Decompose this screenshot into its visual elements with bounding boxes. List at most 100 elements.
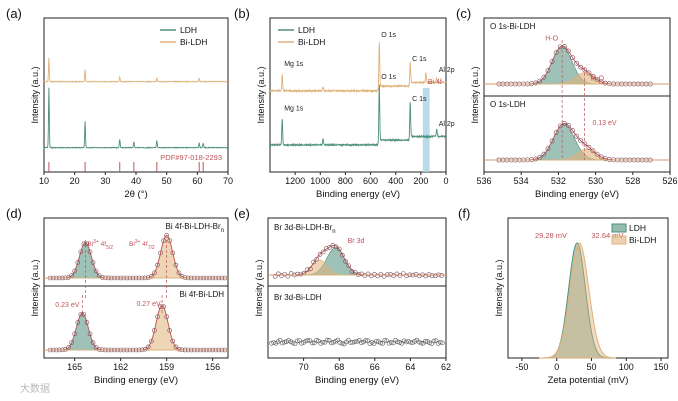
y-axis-label: Intensity (a.u.): [30, 66, 40, 123]
data-point: [176, 346, 182, 352]
peak-annotation: Mg 1s: [284, 105, 304, 112]
data-point: [167, 238, 173, 243]
data-point: [81, 311, 87, 317]
data-point: [352, 339, 358, 345]
data-point: [365, 338, 370, 343]
data-point: [294, 338, 300, 344]
data-point: [170, 250, 176, 256]
subpanel-title: Br 3d-Bi-LDH: [274, 293, 322, 302]
x-tick-label: 165: [67, 362, 82, 372]
data-point: [427, 340, 432, 346]
x-tick-label: 800: [338, 176, 353, 186]
data-point: [566, 123, 571, 128]
peak-annotation: O 1s: [381, 74, 396, 81]
data-point: [72, 268, 77, 274]
data-point: [336, 246, 342, 252]
data-point: [271, 340, 276, 345]
data-point: [561, 120, 567, 126]
data-point: [570, 128, 575, 133]
legend-label: LDH: [180, 25, 197, 35]
peak-annotation: Al 2p: [439, 67, 455, 74]
data-point: [438, 339, 443, 345]
x-tick-label: 62: [441, 362, 451, 372]
x-tick-label: 600: [363, 176, 378, 186]
legend-swatch: [611, 223, 627, 233]
component-label: Br 3d: [348, 238, 365, 245]
x-tick-label: 530: [588, 176, 603, 186]
data-point: [354, 339, 360, 344]
x-tick-label: 534: [514, 176, 529, 186]
data-point: [282, 271, 288, 277]
data-point: [324, 337, 330, 343]
x-tick-label: 68: [334, 362, 344, 372]
data-point: [586, 144, 592, 150]
data-point: [329, 340, 334, 346]
peak-label: Bi3+ 4f5/2: [87, 239, 113, 251]
data-point: [349, 269, 355, 274]
data-point: [574, 133, 580, 139]
data-point: [369, 340, 375, 345]
data-point: [537, 155, 543, 160]
data-point: [433, 273, 438, 279]
component-fill: [44, 242, 228, 279]
data-point: [308, 266, 313, 272]
peak-label-part: Bi: [87, 241, 93, 248]
x-tick-label: 60: [192, 176, 202, 186]
data-point: [553, 130, 559, 136]
subpanel-title: O 1s-LDH: [490, 100, 526, 109]
data-point: [594, 151, 600, 157]
data-point: [298, 271, 304, 277]
plot-frame: [267, 217, 447, 359]
legend-label: Bi-LDH: [298, 37, 325, 47]
data-point: [380, 341, 385, 346]
data-point: [155, 314, 160, 320]
data-point: [69, 340, 74, 345]
x-tick-label: 20: [70, 176, 80, 186]
data-point: [161, 304, 166, 309]
data-point: [99, 275, 105, 280]
data-point: [87, 249, 93, 255]
x-tick-label: 1200: [285, 176, 305, 186]
plot-frame: [269, 17, 447, 173]
data-point: [337, 340, 343, 345]
data-point: [75, 320, 81, 325]
data-point: [549, 59, 555, 65]
data-point: [598, 154, 604, 160]
bi-4f-highlight: [422, 88, 430, 172]
x-tick-label: 0: [554, 362, 559, 372]
data-point: [314, 338, 319, 343]
data-point: [158, 250, 163, 256]
data-point: [93, 268, 99, 274]
y-axis-label: Intensity (a.u.): [254, 259, 264, 316]
peak-annotation: Mg 1s: [284, 61, 304, 68]
component-fill: [268, 247, 446, 276]
data-point: [305, 338, 311, 343]
data-point: [578, 138, 584, 144]
data-point: [574, 60, 580, 66]
legend-label: Bi-LDH: [629, 235, 656, 245]
data-point: [388, 340, 394, 345]
plot-frame: [483, 17, 671, 173]
x-tick-label: 10: [39, 176, 49, 186]
data-point: [72, 331, 77, 337]
data-point: [81, 241, 87, 247]
panel-label: (d): [6, 206, 22, 221]
data-point: [173, 344, 179, 350]
x-tick-label: 528: [625, 176, 640, 186]
data-point: [161, 238, 166, 243]
data-point: [314, 256, 320, 262]
data-point: [418, 340, 424, 346]
component-label: H-O: [545, 36, 558, 43]
data-point: [339, 341, 345, 346]
data-point: [373, 338, 379, 344]
x-tick-label: 150: [654, 362, 669, 372]
data-point: [408, 339, 413, 345]
data-point: [320, 249, 326, 255]
subpanel-title: Br 3d-Bi-LDH-Brn: [274, 223, 336, 235]
x-axis-label: Binding energy (eV): [94, 375, 178, 386]
legend-label: LDH: [629, 223, 646, 233]
data-point: [426, 272, 432, 277]
data-point: [167, 328, 173, 333]
peak-value-label: 29.28 mV: [535, 231, 567, 240]
